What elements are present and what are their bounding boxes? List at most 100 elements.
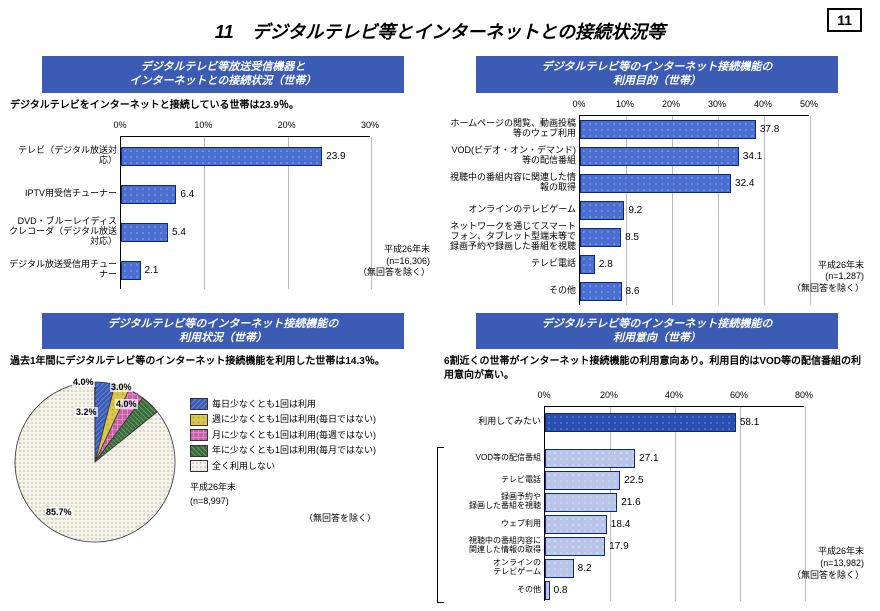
panel-top-left: デジタルテレビ等放送受信機器とインターネットとの接続状況（世帯） デジタルテレビ… bbox=[10, 56, 436, 305]
legend-label: 月に少なくとも1回は利用(毎週ではない) bbox=[212, 429, 376, 443]
legend-label: 全く利用しない bbox=[212, 460, 275, 474]
bar-value: 2.8 bbox=[599, 259, 613, 270]
bar-row: オンラインのテレビゲーム9.2 bbox=[580, 197, 810, 224]
bar-row: 録画予約や録画した番組を視聴21.6 bbox=[545, 491, 805, 513]
pie-slice-label: 3.2% bbox=[75, 407, 98, 417]
bar bbox=[545, 515, 607, 534]
bar-row: 視聴中の番組内容に関連した情報の取得17.9 bbox=[545, 535, 805, 557]
bar-row: ウェブ利用18.4 bbox=[545, 513, 805, 535]
bar-row: テレビ電話22.5 bbox=[545, 469, 805, 491]
bracket-icon bbox=[437, 447, 444, 603]
bar-row: 視聴中の番組内容に関連した情報の取得32.4 bbox=[580, 170, 810, 197]
panel-title: デジタルテレビ等のインターネット接続機能の利用目的（世帯） bbox=[476, 56, 837, 93]
chart-note: （無回答を除く） bbox=[190, 512, 376, 526]
chart-note: 平成26年末(n=8,997) bbox=[190, 481, 376, 508]
bar-value: 17.9 bbox=[609, 541, 628, 552]
panel-top-right: デジタルテレビ等のインターネット接続機能の利用目的（世帯） 0%10%20%30… bbox=[444, 56, 870, 305]
bar-row: ホームページの閲覧、動画投稿等のウェブ利用37.8 bbox=[580, 116, 810, 143]
bar-label: VOD等の配信番組 bbox=[443, 454, 545, 463]
pie-slice-label: 85.7% bbox=[45, 507, 73, 517]
bar-value: 23.9 bbox=[326, 151, 345, 162]
bar-label: 録画予約や録画した番組を視聴 bbox=[443, 493, 545, 511]
bar bbox=[545, 471, 620, 490]
bar-label: 視聴中の番組内容に関連した情報の取得 bbox=[443, 537, 545, 555]
bar-label: テレビ電話 bbox=[443, 259, 580, 269]
pie-chart: 4.0% 3.0% 3.2% 4.0% 85.7% bbox=[10, 377, 180, 547]
legend-item: 毎日少なくとも1回は利用 bbox=[190, 398, 376, 412]
bar-value: 37.8 bbox=[760, 124, 779, 135]
legend-item: 全く利用しない bbox=[190, 460, 376, 474]
bar-value: 5.4 bbox=[172, 227, 186, 238]
chart-note: 平成26年末(n=13,982)（無回答を除く） bbox=[792, 546, 864, 581]
bar-row: IPTV用受信チューナー6.4 bbox=[121, 175, 371, 213]
chart-note: 平成26年末(n=16,306)（無回答を除く） bbox=[358, 244, 430, 279]
bar-value: 8.2 bbox=[578, 563, 592, 574]
bar bbox=[545, 559, 574, 578]
bar-row: オンラインのテレビゲーム8.2 bbox=[545, 557, 805, 579]
bar bbox=[545, 581, 550, 600]
bar-label: DVD・ブルーレイディスクレコーダ（デジタル放送対応） bbox=[9, 217, 121, 247]
panel-subtitle: 6割近くの世帯がインターネット接続機能の利用意向あり。利用目的はVOD等の配信番… bbox=[444, 355, 870, 382]
bar-value: 27.1 bbox=[639, 453, 658, 464]
bar-value: 32.4 bbox=[735, 178, 754, 189]
bar-label: ウェブ利用 bbox=[443, 520, 545, 529]
bar-value: 22.5 bbox=[624, 475, 643, 486]
pie-slice-label: 3.0% bbox=[110, 382, 133, 392]
bar-label: ネットワークを通じてスマートフォン、タブレット型端末等で録画予約や録画した番組を… bbox=[443, 222, 580, 252]
bar-label: オンラインのテレビゲーム bbox=[443, 559, 545, 577]
legend-label: 毎日少なくとも1回は利用 bbox=[212, 398, 316, 412]
bar bbox=[545, 493, 617, 512]
bar-value: 21.6 bbox=[621, 497, 640, 508]
bar bbox=[580, 282, 622, 301]
bar-row: DVD・ブルーレイディスクレコーダ（デジタル放送対応）5.4 bbox=[121, 213, 371, 251]
pie-slice-label: 4.0% bbox=[115, 399, 138, 409]
bar-label: ホームページの閲覧、動画投稿等のウェブ利用 bbox=[443, 119, 580, 139]
bar-row: 利用してみたい58.1 bbox=[545, 407, 805, 437]
legend-label: 週に少なくとも1回は利用(毎日ではない) bbox=[212, 413, 376, 427]
legend-label: 年に少なくとも1回は利用(毎月ではない) bbox=[212, 444, 376, 458]
bar-label: IPTV用受信チューナー bbox=[9, 189, 121, 199]
panel-title: デジタルテレビ等のインターネット接続機能の利用意向（世帯） bbox=[476, 313, 837, 350]
bar-row: デジタル放送受信用チューナー2.1 bbox=[121, 251, 371, 289]
bar-row: その他0.8 bbox=[545, 579, 805, 601]
bar-row: VOD等の配信番組27.1 bbox=[545, 447, 805, 469]
bar-row: その他8.6 bbox=[580, 278, 810, 305]
page-title: 11 デジタルテレビ等とインターネットとの接続状況等 bbox=[10, 18, 870, 44]
panel-subtitle: デジタルテレビをインターネットと接続している世帯は23.9％。 bbox=[10, 99, 436, 113]
bar-label: その他 bbox=[443, 286, 580, 296]
panel-subtitle: 過去1年間にデジタルテレビ等のインターネット接続機能を利用した世帯は14.3％。 bbox=[10, 355, 436, 369]
page-number-badge: 11 bbox=[827, 8, 862, 32]
bar bbox=[121, 147, 322, 166]
bar-label: その他 bbox=[443, 586, 545, 595]
bar-label: 視聴中の番組内容に関連した情報の取得 bbox=[443, 173, 580, 193]
bar-label: VOD(ビデオ・オン・デマンド)等の配信番組 bbox=[443, 146, 580, 166]
panel-bottom-left: デジタルテレビ等のインターネット接続機能の利用状況（世帯） 過去1年間にデジタル… bbox=[10, 313, 436, 602]
pie-legend: 毎日少なくとも1回は利用週に少なくとも1回は利用(毎日ではない) 月に少なくとも1… bbox=[190, 398, 376, 526]
bar bbox=[580, 201, 624, 220]
bar-value: 8.5 bbox=[625, 232, 639, 243]
bar-row: ネットワークを通じてスマートフォン、タブレット型端末等で録画予約や録画した番組を… bbox=[580, 224, 810, 251]
bar-label: テレビ（デジタル放送対応） bbox=[9, 146, 121, 166]
bar bbox=[580, 147, 739, 166]
bar-value: 0.8 bbox=[554, 585, 568, 596]
bar-value: 2.1 bbox=[145, 265, 159, 276]
bar-value: 8.6 bbox=[626, 286, 640, 297]
bar-label: オンラインのテレビゲーム bbox=[443, 205, 580, 215]
bar bbox=[545, 413, 736, 432]
bar-label: デジタル放送受信用チューナー bbox=[9, 260, 121, 280]
bar bbox=[580, 120, 756, 139]
bar-value: 9.2 bbox=[628, 205, 642, 216]
bar-value: 58.1 bbox=[740, 417, 759, 428]
bar bbox=[545, 537, 605, 556]
panel-title: デジタルテレビ等放送受信機器とインターネットとの接続状況（世帯） bbox=[42, 56, 403, 93]
bar-value: 34.1 bbox=[743, 151, 762, 162]
bar bbox=[545, 449, 635, 468]
bar-value: 18.4 bbox=[611, 519, 630, 530]
bar bbox=[121, 185, 176, 204]
bar-label: 利用してみたい bbox=[443, 417, 545, 427]
pie-slice-label: 4.0% bbox=[72, 377, 95, 387]
bar-value: 6.4 bbox=[180, 189, 194, 200]
panel-title: デジタルテレビ等のインターネット接続機能の利用状況（世帯） bbox=[42, 313, 403, 350]
bar bbox=[580, 174, 731, 193]
bar-row: テレビ電話2.8 bbox=[580, 251, 810, 278]
